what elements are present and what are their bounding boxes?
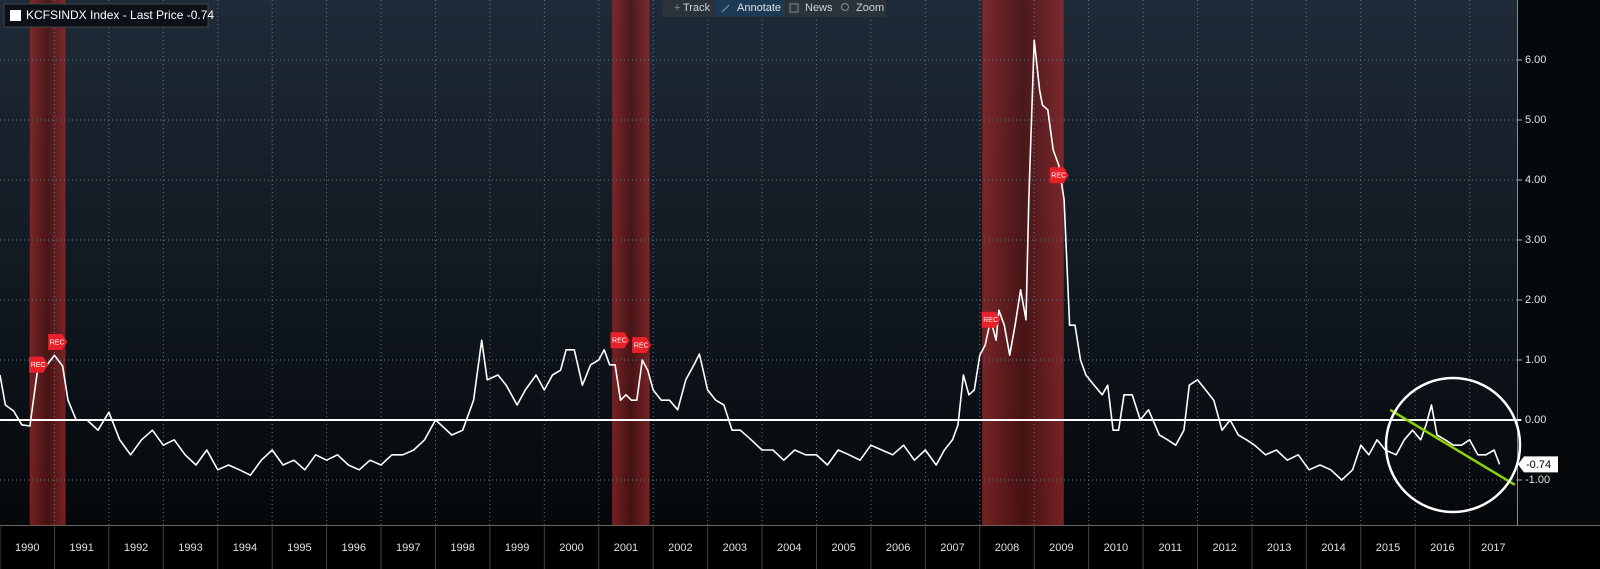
rec-marker (29, 356, 49, 373)
track-button[interactable]: + Track (663, 0, 715, 16)
rec-label: REC (31, 362, 46, 369)
x-tick-label: 2000 (559, 542, 583, 554)
x-tick-label: 2006 (886, 542, 910, 554)
x-tick-label: 2004 (777, 542, 801, 554)
recession-band (29, 0, 66, 526)
series-line (0, 39, 1501, 481)
x-tick-label: 2017 (1481, 542, 1505, 554)
recession-band (981, 0, 1065, 526)
y-tick-label: 1.00 (1525, 354, 1546, 366)
button-icon (789, 3, 799, 13)
rec-label: REC (50, 339, 65, 346)
button-icon (841, 3, 849, 11)
x-tick-label: 2015 (1376, 542, 1400, 554)
x-tick-label: 1998 (450, 542, 474, 554)
x-tick-label: 2010 (1104, 542, 1128, 554)
x-tick-label: 2007 (940, 542, 964, 554)
x-tick-label: 2012 (1212, 542, 1236, 554)
rec-marker (632, 337, 652, 353)
x-tick-label: 2003 (723, 542, 747, 554)
button-bg[interactable] (716, 0, 784, 16)
button-bg[interactable] (836, 0, 886, 16)
x-axis-band (0, 525, 1600, 569)
x-tick-label: 2002 (668, 542, 692, 554)
y-tick-label: 5.00 (1525, 114, 1546, 126)
x-tick-label: 1999 (505, 542, 529, 554)
annotate-button[interactable]: Annotate (716, 0, 784, 16)
rec-label: REC (612, 338, 627, 345)
x-tick-label: 2014 (1321, 542, 1345, 554)
x-tick-label: 2016 (1430, 542, 1454, 554)
legend-box (3, 3, 209, 28)
y-tick-label: 3.00 (1525, 234, 1546, 246)
button-label[interactable]: Zoom (856, 2, 884, 14)
button-label[interactable]: News (805, 2, 833, 14)
rec-marker (1049, 167, 1069, 184)
x-tick-label: 2011 (1158, 542, 1182, 554)
trend-line (1389, 408, 1516, 486)
button-label[interactable]: Annotate (737, 2, 781, 14)
last-value-label: -0.74 (1526, 459, 1551, 471)
zoom-button[interactable]: Zoom (836, 0, 886, 16)
button-bg[interactable] (663, 0, 715, 16)
y-tick-label: 2.00 (1525, 294, 1546, 306)
button-label[interactable]: Track (683, 2, 711, 14)
y-tick-label: 0.00 (1525, 414, 1546, 426)
rec-label: REC (1051, 173, 1066, 180)
rec-label: REC (634, 342, 649, 349)
y-tick-label: -1.00 (1525, 474, 1550, 486)
recession-band (611, 0, 650, 526)
legend-label: KCFSINDX Index - Last Price -0.74 (26, 8, 214, 22)
button-icon (721, 4, 730, 13)
button-icon: + (674, 2, 680, 14)
x-tick-label: 1994 (233, 542, 257, 554)
rec-marker (48, 334, 68, 350)
x-tick-label: 2005 (831, 542, 855, 554)
last-value-tag (1518, 456, 1558, 473)
x-tick-label: 1990 (15, 542, 39, 554)
y-tick-label: 6.00 (1525, 54, 1546, 66)
legend: KCFSINDX Index - Last Price -0.74 (3, 3, 214, 28)
highlight-circle (1384, 376, 1522, 514)
x-tick-label: 2009 (1049, 542, 1073, 554)
plot-background (0, 0, 1517, 525)
x-tick-label: 1992 (124, 542, 148, 554)
x-tick-label: 1993 (178, 542, 202, 554)
x-tick-label: 2008 (995, 542, 1019, 554)
y-tick-label: 4.00 (1525, 174, 1546, 186)
rec-marker (610, 332, 630, 349)
legend-swatch (10, 10, 21, 21)
news-button[interactable]: News (785, 0, 835, 16)
toolbar: + Track Annotate News Zoom (662, 0, 886, 17)
x-tick-label: 1996 (342, 542, 366, 554)
rec-marker (981, 311, 1001, 328)
x-tick-label: 2013 (1267, 542, 1291, 554)
x-tick-label: 1995 (287, 542, 311, 554)
x-tick-label: 1991 (69, 542, 93, 554)
rec-label: REC (983, 317, 998, 324)
x-tick-label: 2001 (614, 542, 638, 554)
axis-background (1517, 0, 1600, 525)
x-tick-label: 1997 (396, 542, 420, 554)
